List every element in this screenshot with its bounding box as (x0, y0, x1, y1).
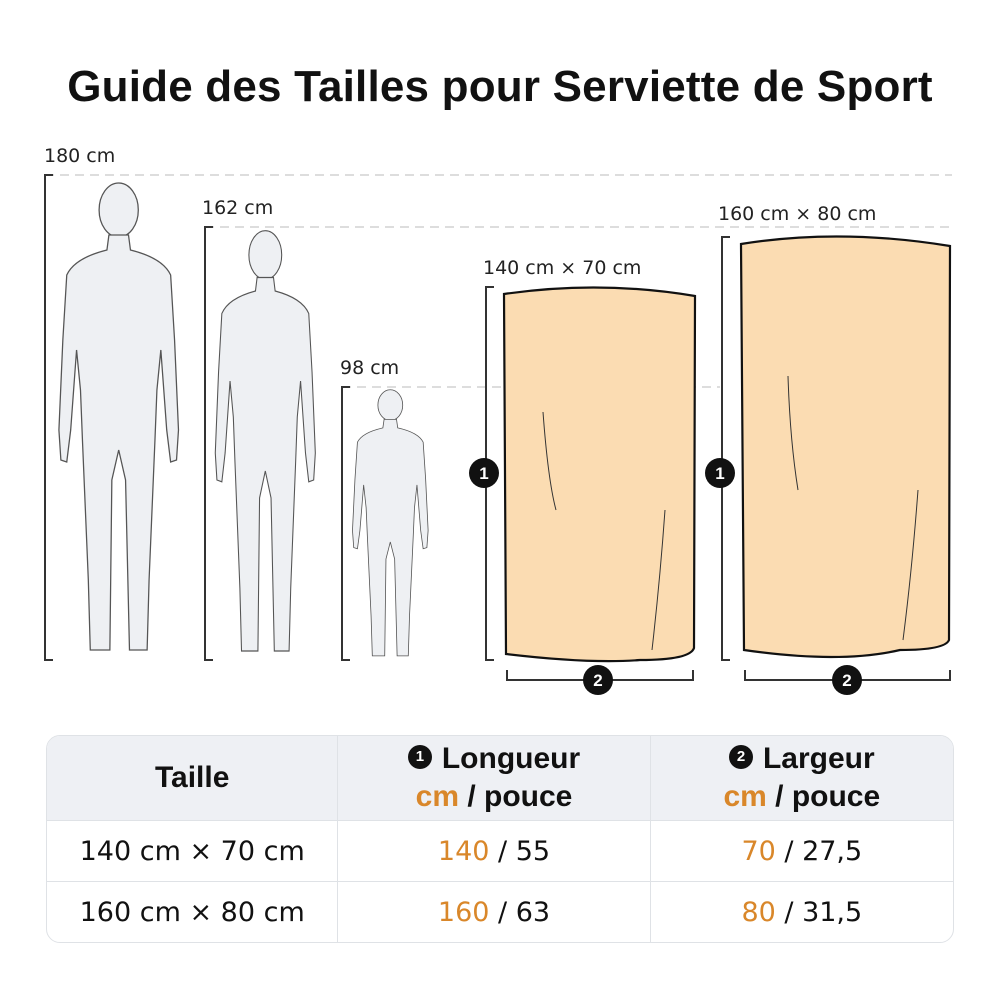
header-size: Taille (154, 761, 230, 794)
size-table: Taille 1 Longueur cm / pouce 2 Largeur cm … (46, 735, 954, 943)
row-length-inch: / 63 (489, 896, 551, 928)
row-size: 160 cm × 80 cm (79, 896, 305, 928)
figures (58, 182, 429, 657)
marker-2-icon: 2 (728, 745, 753, 770)
woman-figure (214, 230, 316, 652)
row-size: 140 cm × 70 cm (79, 835, 305, 867)
towel-small-label: 140 cm × 70 cm (483, 257, 642, 279)
header-unit-cm: cm (723, 780, 767, 813)
header-length: Longueur (441, 742, 581, 775)
marker-1-icon: 1 (407, 745, 432, 770)
page-title: Guide des Tailles pour Serviette de Spor… (67, 62, 933, 111)
towel-large (739, 235, 952, 659)
row-width-inch: / 31,5 (775, 896, 863, 928)
man-figure (58, 182, 180, 651)
size-illustration: 1 1 2 2 (44, 174, 952, 695)
man-height-label: 180 cm (44, 145, 116, 167)
row-width-cm: 80 (741, 896, 776, 928)
towel-small (502, 286, 697, 663)
table-row: 140 cm × 70 cm 140 / 55 70 / 27,5 (47, 821, 953, 882)
row-length-cm: 140 (437, 835, 490, 867)
header-unit-cm: cm (415, 780, 460, 813)
row-length-inch: / 55 (489, 835, 551, 867)
towel-folds (542, 375, 919, 651)
markers: 1 1 2 2 (469, 458, 862, 695)
svg-text:2: 2 (593, 671, 602, 690)
row-width-cm: 70 (741, 835, 776, 867)
table-row: 160 cm × 80 cm 160 / 63 80 / 31,5 (47, 882, 953, 942)
header-unit-inch: / pouce (459, 780, 573, 813)
header-width: Largeur (762, 742, 875, 775)
row-width-inch: / 27,5 (775, 835, 863, 867)
towels (502, 235, 952, 663)
child-figure (352, 389, 429, 657)
row-length-cm: 160 (437, 896, 490, 928)
svg-text:1: 1 (715, 464, 724, 483)
child-height-label: 98 cm (340, 357, 400, 379)
svg-text:1: 1 (479, 464, 488, 483)
header-unit-inch: / pouce (766, 780, 881, 813)
svg-text:2: 2 (842, 671, 851, 690)
table-header: Taille 1 Longueur cm / pouce 2 Largeur cm … (47, 736, 953, 821)
towel-large-label: 160 cm × 80 cm (718, 203, 877, 225)
woman-height-label: 162 cm (202, 197, 274, 219)
